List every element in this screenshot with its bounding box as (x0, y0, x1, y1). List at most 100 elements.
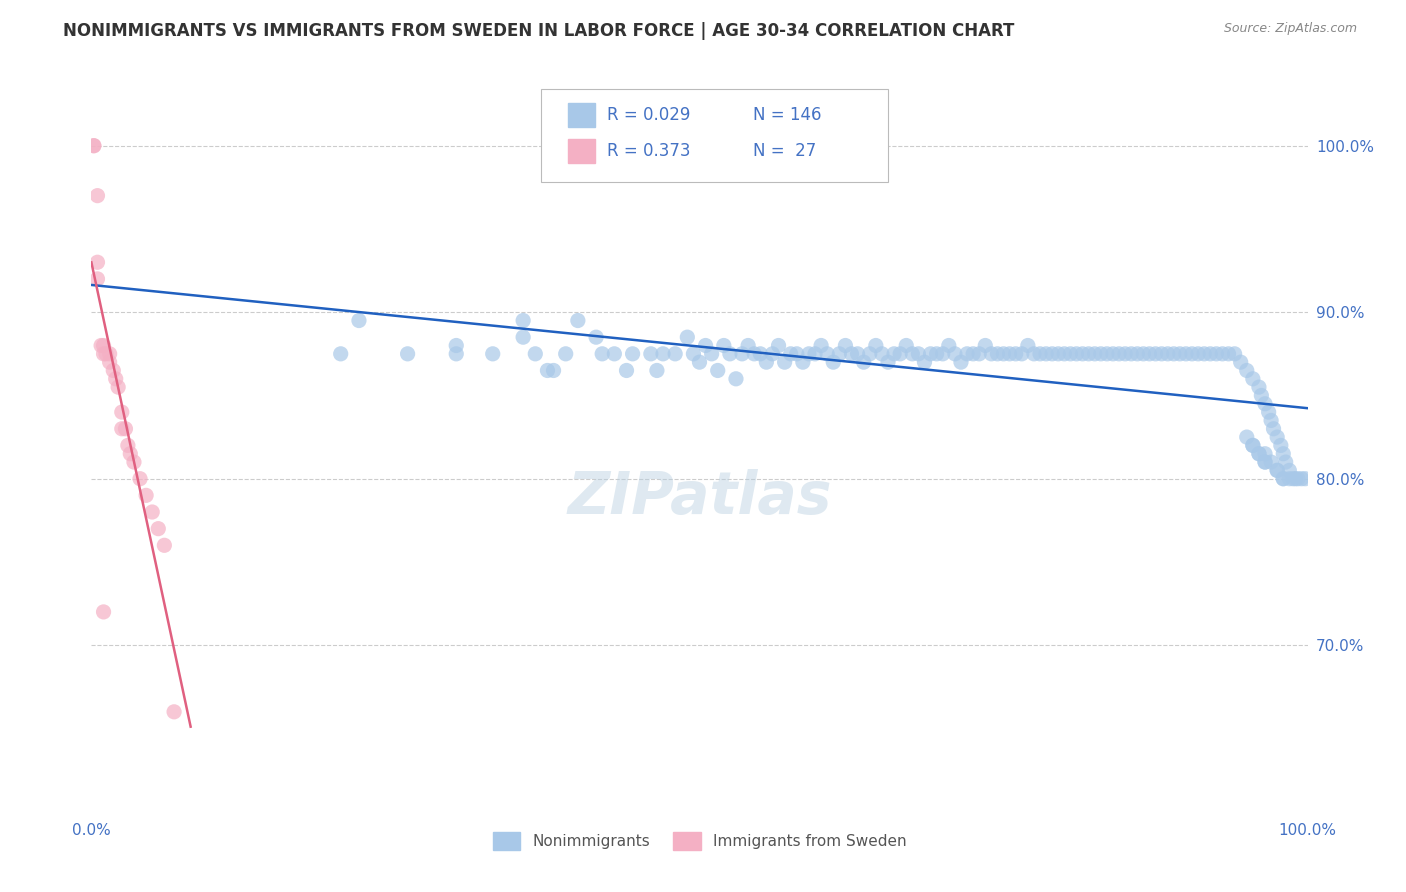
Point (1108, 347, 1130, 361)
Point (1121, 347, 1143, 361)
Point (786, 347, 808, 361)
Point (962, 347, 984, 361)
Point (141, 505, 163, 519)
Point (114, 422, 136, 436)
Point (444, 347, 467, 361)
Point (974, 338, 997, 352)
Point (396, 347, 419, 361)
Text: R = 0.029: R = 0.029 (607, 106, 690, 124)
Point (1187, 347, 1209, 361)
Point (1047, 347, 1070, 361)
Point (1265, 463, 1288, 477)
Point (1205, 347, 1227, 361)
Point (1265, 463, 1288, 477)
Point (1059, 347, 1081, 361)
Point (512, 313, 534, 327)
Point (107, 380, 129, 394)
Point (938, 338, 960, 352)
Point (163, 705, 186, 719)
Point (834, 338, 856, 352)
Point (870, 347, 893, 361)
Point (695, 338, 717, 352)
Point (810, 338, 832, 352)
Point (1263, 422, 1285, 436)
Point (1095, 347, 1118, 361)
Point (1294, 472, 1316, 486)
Point (1278, 463, 1301, 477)
Point (1254, 455, 1277, 469)
Point (1192, 347, 1215, 361)
Point (481, 347, 503, 361)
Point (700, 347, 723, 361)
Point (773, 355, 796, 369)
Point (828, 347, 851, 361)
Point (93, 338, 115, 352)
Point (883, 347, 905, 361)
Point (980, 347, 1002, 361)
Point (1254, 455, 1277, 469)
Point (1274, 455, 1296, 469)
Point (1260, 413, 1282, 427)
Point (93, 605, 115, 619)
Point (713, 338, 735, 352)
Text: N = 146: N = 146 (754, 106, 821, 124)
Point (718, 347, 741, 361)
Point (117, 438, 139, 452)
Point (943, 347, 966, 361)
Point (1211, 347, 1233, 361)
Point (1260, 455, 1282, 469)
Point (823, 355, 845, 369)
Point (1229, 355, 1251, 369)
Point (86, 188, 108, 202)
Point (1272, 447, 1295, 461)
Point (1144, 347, 1167, 361)
Point (1168, 347, 1191, 361)
Point (554, 347, 576, 361)
Point (1157, 347, 1180, 361)
Point (1132, 347, 1154, 361)
Point (993, 347, 1015, 361)
Point (998, 347, 1021, 361)
Point (1181, 347, 1204, 361)
Point (652, 347, 675, 361)
Point (585, 330, 607, 344)
Point (1254, 447, 1277, 461)
FancyBboxPatch shape (541, 88, 889, 182)
Bar (568, 103, 595, 127)
Point (111, 422, 134, 436)
Point (804, 347, 827, 361)
Point (94, 347, 117, 361)
Point (815, 347, 838, 361)
Text: Source: ZipAtlas.com: Source: ZipAtlas.com (1223, 22, 1357, 36)
Point (931, 347, 953, 361)
Point (901, 347, 924, 361)
Point (1090, 347, 1112, 361)
Point (1218, 347, 1240, 361)
Point (135, 488, 157, 502)
Point (1163, 347, 1185, 361)
Point (1011, 347, 1033, 361)
Text: R = 0.373: R = 0.373 (607, 142, 690, 160)
Point (86, 272, 108, 286)
Point (90, 338, 112, 352)
Point (1139, 347, 1161, 361)
Point (1071, 347, 1094, 361)
Point (1029, 347, 1052, 361)
Point (1077, 347, 1099, 361)
Point (1282, 472, 1305, 486)
Point (591, 347, 613, 361)
Point (1223, 347, 1246, 361)
Bar (568, 139, 595, 163)
Point (543, 363, 565, 377)
Point (1241, 438, 1264, 452)
Point (93, 347, 115, 361)
Text: NONIMMIGRANTS VS IMMIGRANTS FROM SWEDEN IN LABOR FORCE | AGE 30-34 CORRELATION C: NONIMMIGRANTS VS IMMIGRANTS FROM SWEDEN … (63, 22, 1015, 40)
Point (768, 338, 790, 352)
Point (567, 313, 589, 327)
Point (1236, 363, 1258, 377)
Point (731, 347, 754, 361)
Point (122, 455, 145, 469)
Point (603, 347, 626, 361)
Point (1175, 347, 1198, 361)
Point (98, 355, 121, 369)
